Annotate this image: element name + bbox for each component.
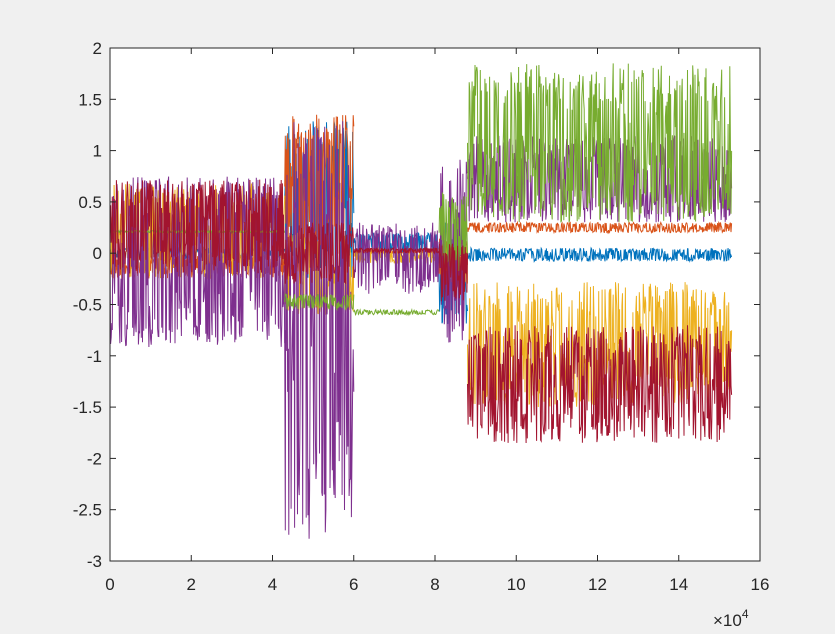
- x-tick-label: 12: [588, 575, 607, 594]
- y-tick-label: 0: [93, 244, 102, 263]
- x-tick-label: 2: [187, 575, 196, 594]
- x-tick-label: 8: [430, 575, 439, 594]
- series-1-segment-5: [467, 246, 733, 263]
- series-6-segment-4: [438, 243, 468, 302]
- y-tick-label: -0.5: [73, 296, 102, 315]
- series-6-segment-3: [353, 246, 440, 255]
- y-tick-label: -1: [87, 347, 102, 366]
- series-4-segment-4: [438, 159, 468, 343]
- x-axis: 0 2 4 6 8 10 12 14 16: [105, 48, 769, 594]
- series-6-segment-2: [284, 222, 355, 284]
- series-2-segment-5: [467, 220, 733, 235]
- x-tick-label: 4: [268, 575, 277, 594]
- x-tick-label: 14: [669, 575, 688, 594]
- x-tick-label: 16: [751, 575, 770, 594]
- y-tick-label: -3: [87, 552, 102, 571]
- series-5-segment-5: [467, 63, 733, 223]
- x-tick-label: 6: [349, 575, 358, 594]
- y-tick-label: 1.5: [78, 90, 102, 109]
- y-tick-label: -2: [87, 449, 102, 468]
- series-5-segment-2: [284, 292, 355, 312]
- x-exponent-label: ×104: [713, 607, 749, 630]
- series-layer: [109, 63, 733, 539]
- y-tick-label: -2.5: [73, 501, 102, 520]
- x-tick-label: 0: [105, 575, 114, 594]
- series-6: [109, 179, 733, 444]
- y-tick-label: 0.5: [78, 193, 102, 212]
- series-5-segment-4: [438, 192, 468, 272]
- series-4-segment-2: [284, 121, 355, 539]
- y-tick-label: 2: [93, 39, 102, 58]
- x-tick-label: 10: [507, 575, 526, 594]
- x-exponent-power: 4: [742, 607, 749, 621]
- series-5-segment-3: [353, 308, 440, 317]
- series-6-segment-1: [109, 179, 286, 274]
- y-axis: -3 -2.5 -2 -1.5 -1 -0.5 0 0.5 1 1.5 2: [73, 39, 760, 571]
- y-tick-label: 1: [93, 142, 102, 161]
- series-6-segment-5: [467, 325, 733, 444]
- series-4-segment-1: [109, 176, 286, 348]
- x-exponent-base: ×10: [713, 611, 742, 630]
- y-tick-label: -1.5: [73, 398, 102, 417]
